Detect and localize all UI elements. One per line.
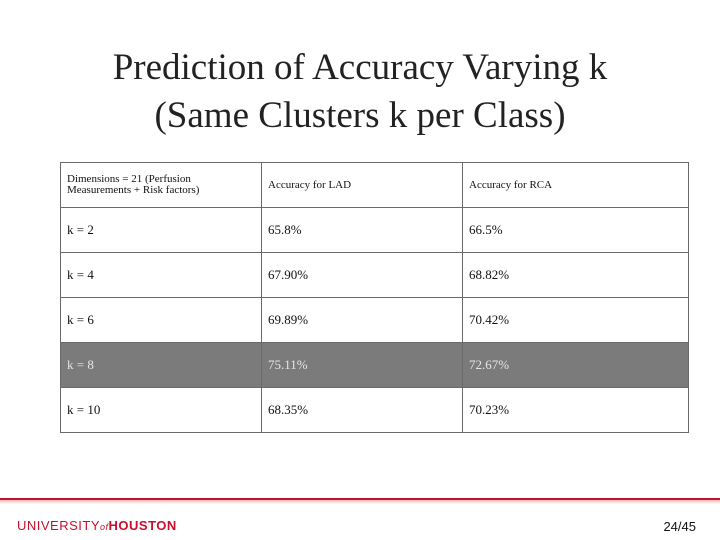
header-accuracy-rca: Accuracy for RCA <box>462 162 689 208</box>
cell-lad: 68.35% <box>261 387 463 433</box>
cell-lad: 75.11% <box>261 342 463 388</box>
slide-title-line1: Prediction of Accuracy Varying k <box>112 47 608 88</box>
cell-k: k = 8 <box>60 342 262 388</box>
header-accuracy-lad: Accuracy for LAD <box>261 162 463 208</box>
cell-k: k = 10 <box>60 387 262 433</box>
cell-lad: 67.90% <box>261 252 463 298</box>
university-logo: UNIVERSITYofHOUSTON <box>17 518 177 533</box>
footer-divider-shadow <box>0 500 720 504</box>
cell-rca: 70.23% <box>462 387 689 433</box>
cell-lad: 69.89% <box>261 297 463 343</box>
table-row: k = 2 65.8% 66.5% <box>60 207 689 253</box>
table-row: k = 6 69.89% 70.42% <box>60 297 689 343</box>
table-header-row: Dimensions = 21 (Perfusion Measurements … <box>60 162 689 208</box>
table-row-highlighted: k = 8 75.11% 72.67% <box>60 342 689 388</box>
table-row: k = 10 68.35% 70.23% <box>60 387 689 433</box>
logo-houston-text: HOUSTON <box>108 518 177 533</box>
cell-k: k = 4 <box>60 252 262 298</box>
slide-title-line2: (Same Clusters k per Class) <box>154 95 566 136</box>
footer-divider <box>0 498 720 500</box>
slide-title: Prediction of Accuracy Varying k (Same C… <box>0 44 720 140</box>
cell-lad: 65.8% <box>261 207 463 253</box>
cell-rca: 66.5% <box>462 207 689 253</box>
page-number: 24/45 <box>663 519 696 534</box>
cell-rca: 72.67% <box>462 342 689 388</box>
accuracy-table: Dimensions = 21 (Perfusion Measurements … <box>60 162 689 433</box>
cell-rca: 70.42% <box>462 297 689 343</box>
header-dimensions: Dimensions = 21 (Perfusion Measurements … <box>60 162 262 208</box>
logo-university-text: UNIVERSITY <box>17 518 101 533</box>
table-row: k = 4 67.90% 68.82% <box>60 252 689 298</box>
cell-k: k = 2 <box>60 207 262 253</box>
cell-rca: 68.82% <box>462 252 689 298</box>
cell-k: k = 6 <box>60 297 262 343</box>
logo-of-text: of <box>100 522 109 532</box>
